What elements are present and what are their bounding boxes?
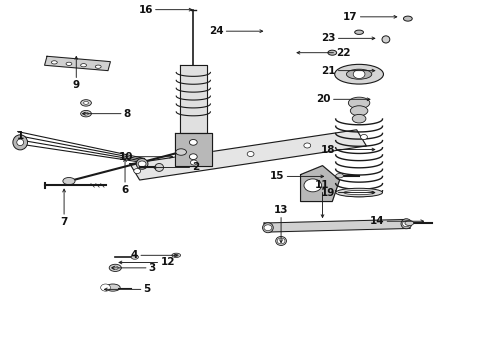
Ellipse shape xyxy=(105,284,120,291)
Circle shape xyxy=(138,161,146,167)
Ellipse shape xyxy=(335,174,343,178)
Ellipse shape xyxy=(327,50,336,55)
Text: 5: 5 xyxy=(143,284,150,294)
Text: 15: 15 xyxy=(269,171,284,181)
Circle shape xyxy=(189,139,197,145)
Text: 18: 18 xyxy=(321,144,335,154)
Polygon shape xyxy=(174,134,211,166)
Text: 12: 12 xyxy=(160,257,175,267)
Text: 24: 24 xyxy=(208,26,223,36)
Polygon shape xyxy=(130,130,366,180)
Ellipse shape xyxy=(174,254,178,256)
Ellipse shape xyxy=(346,69,371,79)
Ellipse shape xyxy=(262,223,273,233)
Ellipse shape xyxy=(109,264,121,271)
Polygon shape xyxy=(264,220,409,232)
Ellipse shape xyxy=(335,188,382,197)
Ellipse shape xyxy=(349,106,367,116)
Ellipse shape xyxy=(136,158,148,169)
Ellipse shape xyxy=(404,221,413,226)
Text: 3: 3 xyxy=(148,263,156,273)
Ellipse shape xyxy=(351,114,365,123)
Circle shape xyxy=(134,168,141,174)
Text: 17: 17 xyxy=(342,12,357,22)
Circle shape xyxy=(277,238,285,244)
Ellipse shape xyxy=(13,135,27,150)
Circle shape xyxy=(246,152,253,157)
Ellipse shape xyxy=(334,64,383,84)
Ellipse shape xyxy=(381,36,389,43)
Ellipse shape xyxy=(171,253,180,257)
Text: 6: 6 xyxy=(121,185,128,195)
Ellipse shape xyxy=(66,62,72,66)
Polygon shape xyxy=(44,56,110,71)
Ellipse shape xyxy=(403,16,411,21)
Ellipse shape xyxy=(275,237,286,246)
Ellipse shape xyxy=(155,163,163,171)
Text: 10: 10 xyxy=(119,152,133,162)
Text: 4: 4 xyxy=(131,250,138,260)
Ellipse shape xyxy=(63,177,75,185)
Text: 11: 11 xyxy=(315,180,329,190)
Text: 13: 13 xyxy=(273,205,288,215)
Ellipse shape xyxy=(112,266,118,270)
Ellipse shape xyxy=(83,102,88,104)
Text: 19: 19 xyxy=(321,188,335,198)
Circle shape xyxy=(402,221,409,226)
Text: 9: 9 xyxy=(73,80,80,90)
Ellipse shape xyxy=(95,65,101,68)
Ellipse shape xyxy=(354,30,363,35)
Text: 8: 8 xyxy=(123,109,131,119)
Ellipse shape xyxy=(400,219,411,229)
Circle shape xyxy=(264,225,271,230)
Ellipse shape xyxy=(131,255,138,259)
Text: 22: 22 xyxy=(335,48,350,58)
Text: 23: 23 xyxy=(321,33,335,43)
Circle shape xyxy=(101,284,110,291)
Text: 21: 21 xyxy=(321,66,335,76)
Ellipse shape xyxy=(81,100,91,106)
Ellipse shape xyxy=(17,139,23,145)
Circle shape xyxy=(190,160,197,165)
Circle shape xyxy=(360,134,366,139)
Circle shape xyxy=(303,143,310,148)
Text: 20: 20 xyxy=(316,94,330,104)
Text: 16: 16 xyxy=(138,5,153,15)
Text: 2: 2 xyxy=(192,162,199,172)
Polygon shape xyxy=(179,65,206,134)
Ellipse shape xyxy=(343,190,373,195)
Ellipse shape xyxy=(175,149,186,155)
Text: 7: 7 xyxy=(61,217,68,227)
Text: 14: 14 xyxy=(369,216,384,226)
Ellipse shape xyxy=(83,112,88,115)
Ellipse shape xyxy=(347,97,369,109)
Circle shape xyxy=(352,70,364,78)
Ellipse shape xyxy=(51,61,57,64)
Circle shape xyxy=(189,154,197,159)
Text: 1: 1 xyxy=(17,131,24,140)
Ellipse shape xyxy=(81,64,86,67)
Ellipse shape xyxy=(81,111,91,117)
Polygon shape xyxy=(300,166,339,202)
Circle shape xyxy=(304,179,321,192)
